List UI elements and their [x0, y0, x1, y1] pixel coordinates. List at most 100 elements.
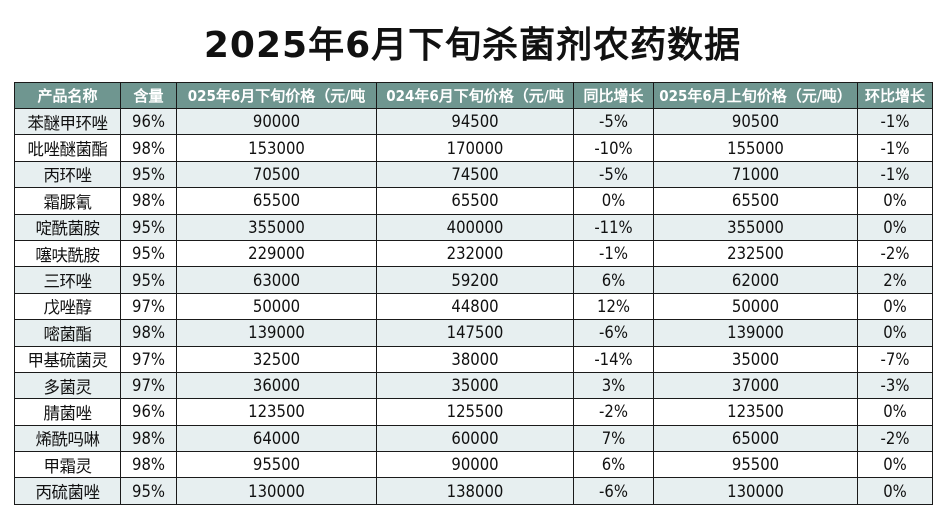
cell-yoy-growth: 7%	[573, 424, 654, 453]
cell-product-name: 噻呋酰胺	[14, 239, 121, 268]
table-row: 噻呋酰胺 95% 229000 232000 -1% 232500 -2%	[14, 239, 933, 268]
cell-yoy-growth: -1%	[573, 239, 654, 268]
cell-mom-growth: 0%	[857, 187, 933, 215]
cell-content: 97%	[120, 371, 177, 400]
cell-price-2025-early-june: 130000	[653, 477, 858, 505]
cell-price-2025-early-june: 139000	[653, 319, 858, 347]
cell-price-2025-late-june: 64000	[176, 424, 377, 453]
cell-content: 96%	[120, 398, 177, 426]
cell-product-name: 嘧菌酯	[14, 319, 121, 347]
table-body: 苯醚甲环唑 96% 90000 94500 -5% 90500 -1% 吡唑醚菌酯 98% 153…	[14, 107, 933, 505]
cell-price-2025-early-june: 95500	[653, 451, 858, 479]
cell-price-2024-late-june: 147500	[376, 319, 574, 347]
header-price-2024-late-june: 024年6月下旬价格（元/吨	[376, 82, 574, 109]
table-row: 啶酰菌胺 95% 355000 400000 -11% 355000 0%	[14, 213, 933, 241]
cell-content: 95%	[120, 160, 177, 189]
cell-product-name: 甲霜灵	[14, 451, 121, 479]
cell-yoy-growth: 3%	[573, 371, 654, 400]
cell-price-2025-late-june: 355000	[176, 213, 377, 241]
cell-mom-growth: -2%	[857, 424, 933, 453]
table-row: 腈菌唑 96% 123500 125500 -2% 123500 0%	[14, 398, 933, 426]
cell-product-name: 甲基硫菌灵	[14, 345, 121, 373]
cell-content: 98%	[120, 187, 177, 215]
cell-price-2025-early-june: 71000	[653, 160, 858, 189]
table-row: 嘧菌酯 98% 139000 147500 -6% 139000 0%	[14, 319, 933, 347]
table-row: 丙硫菌唑 95% 130000 138000 -6% 130000 0%	[14, 477, 933, 505]
cell-mom-growth: -3%	[857, 371, 933, 400]
cell-price-2024-late-june: 232000	[376, 239, 574, 268]
table-row: 烯酰吗啉 98% 64000 60000 7% 65000 -2%	[14, 424, 933, 453]
cell-product-name: 苯醚甲环唑	[14, 107, 121, 136]
header-mom-growth: 环比增长	[857, 82, 933, 109]
cell-product-name: 戊唑醇	[14, 292, 121, 321]
cell-price-2025-late-june: 50000	[176, 292, 377, 321]
header-price-2025-early-june: 025年6月上旬价格（元/吨）	[653, 82, 858, 109]
cell-content: 98%	[120, 451, 177, 479]
cell-price-2025-early-june: 35000	[653, 345, 858, 373]
cell-yoy-growth: 0%	[573, 187, 654, 215]
header-yoy-growth: 同比增长	[573, 82, 654, 109]
cell-yoy-growth: -5%	[573, 107, 654, 136]
cell-price-2024-late-june: 35000	[376, 371, 574, 400]
cell-content: 95%	[120, 266, 177, 294]
page-title: 2025年6月下旬杀菌剂农药数据	[203, 25, 742, 66]
cell-price-2025-early-june: 65000	[653, 424, 858, 453]
table-header: 产品名称 含量 025年6月下旬价格（元/吨 024年6月下旬价格（元/吨 同比…	[14, 82, 933, 109]
cell-price-2025-late-june: 130000	[176, 477, 377, 505]
cell-price-2025-early-june: 123500	[653, 398, 858, 426]
cell-product-name: 多菌灵	[14, 371, 121, 400]
cell-content: 98%	[120, 424, 177, 453]
cell-yoy-growth: -6%	[573, 477, 654, 505]
header-price-2025-late-june: 025年6月下旬价格（元/吨	[176, 82, 377, 109]
cell-mom-growth: -2%	[857, 239, 933, 268]
table-row: 苯醚甲环唑 96% 90000 94500 -5% 90500 -1%	[14, 107, 933, 136]
cell-price-2025-early-june: 65500	[653, 187, 858, 215]
header-row: 产品名称 含量 025年6月下旬价格（元/吨 024年6月下旬价格（元/吨 同比…	[14, 82, 933, 109]
cell-content: 96%	[120, 107, 177, 136]
cell-yoy-growth: -10%	[573, 134, 654, 162]
cell-content: 95%	[120, 239, 177, 268]
cell-mom-growth: -7%	[857, 345, 933, 373]
cell-price-2025-early-june: 50000	[653, 292, 858, 321]
cell-price-2024-late-june: 60000	[376, 424, 574, 453]
cell-price-2025-late-june: 139000	[176, 319, 377, 347]
cell-product-name: 霜脲氰	[14, 187, 121, 215]
cell-price-2024-late-june: 59200	[376, 266, 574, 294]
cell-price-2025-late-june: 32500	[176, 345, 377, 373]
table-row: 丙环唑 95% 70500 74500 -5% 71000 -1%	[14, 160, 933, 189]
table-row: 三环唑 95% 63000 59200 6% 62000 2%	[14, 266, 933, 294]
cell-price-2025-early-june: 355000	[653, 213, 858, 241]
cell-product-name: 三环唑	[14, 266, 121, 294]
cell-yoy-growth: 12%	[573, 292, 654, 321]
cell-product-name: 烯酰吗啉	[14, 424, 121, 453]
cell-content: 95%	[120, 477, 177, 505]
cell-price-2025-late-june: 63000	[176, 266, 377, 294]
table-row: 多菌灵 97% 36000 35000 3% 37000 -3%	[14, 371, 933, 400]
cell-yoy-growth: -14%	[573, 345, 654, 373]
cell-price-2025-early-june: 232500	[653, 239, 858, 268]
cell-product-name: 丙硫菌唑	[14, 477, 121, 505]
cell-content: 98%	[120, 134, 177, 162]
table-row: 甲基硫菌灵 97% 32500 38000 -14% 35000 -7%	[14, 345, 933, 373]
cell-product-name: 吡唑醚菌酯	[14, 134, 121, 162]
cell-price-2025-late-june: 36000	[176, 371, 377, 400]
cell-content: 97%	[120, 292, 177, 321]
cell-mom-growth: 0%	[857, 319, 933, 347]
cell-mom-growth: -1%	[857, 160, 933, 189]
cell-mom-growth: 0%	[857, 477, 933, 505]
table-row: 甲霜灵 98% 95500 90000 6% 95500 0%	[14, 451, 933, 479]
cell-yoy-growth: 6%	[573, 266, 654, 294]
cell-price-2024-late-june: 400000	[376, 213, 574, 241]
cell-price-2025-late-june: 153000	[176, 134, 377, 162]
cell-yoy-growth: -11%	[573, 213, 654, 241]
cell-mom-growth: -1%	[857, 134, 933, 162]
cell-price-2024-late-june: 94500	[376, 107, 574, 136]
cell-price-2025-early-june: 90500	[653, 107, 858, 136]
cell-price-2025-early-june: 37000	[653, 371, 858, 400]
header-content: 含量	[120, 82, 177, 109]
cell-product-name: 啶酰菌胺	[14, 213, 121, 241]
cell-price-2025-late-june: 95500	[176, 451, 377, 479]
cell-mom-growth: 2%	[857, 266, 933, 294]
cell-product-name: 丙环唑	[14, 160, 121, 189]
cell-price-2024-late-june: 170000	[376, 134, 574, 162]
